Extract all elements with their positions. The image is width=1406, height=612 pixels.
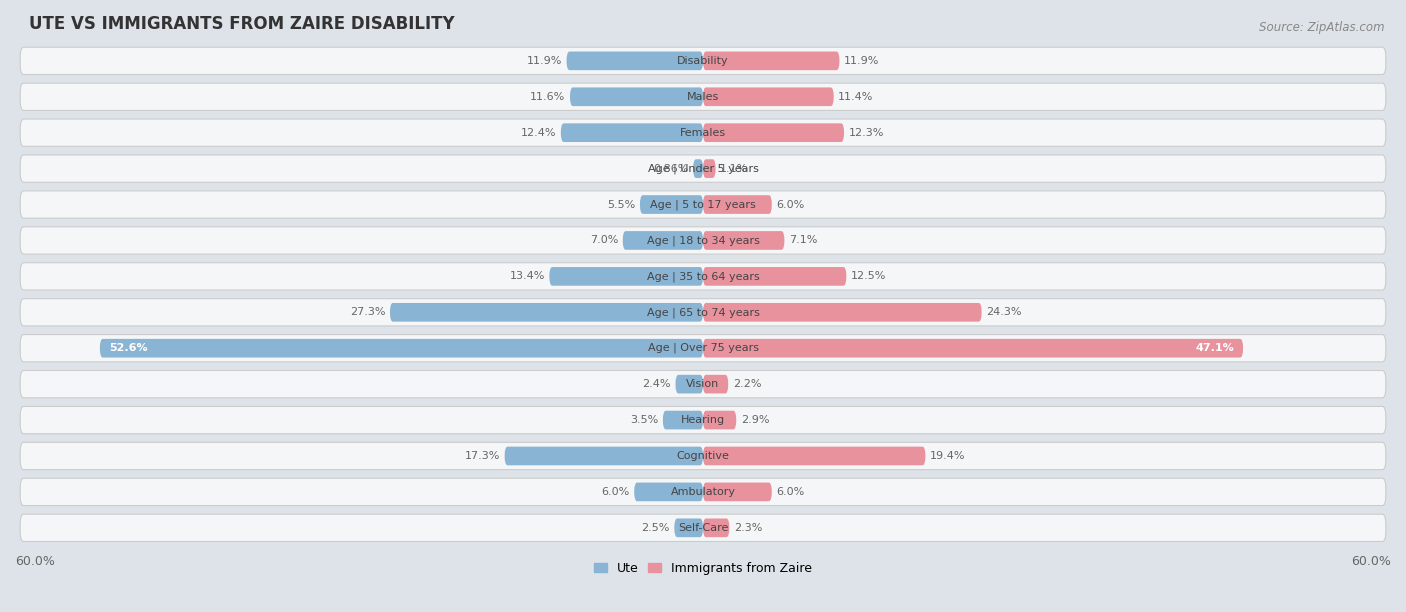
- FancyBboxPatch shape: [703, 518, 730, 537]
- FancyBboxPatch shape: [20, 442, 1386, 469]
- Text: 17.3%: 17.3%: [464, 451, 501, 461]
- FancyBboxPatch shape: [505, 447, 703, 465]
- FancyBboxPatch shape: [20, 47, 1386, 75]
- Text: 11.9%: 11.9%: [527, 56, 562, 66]
- Text: Ambulatory: Ambulatory: [671, 487, 735, 497]
- FancyBboxPatch shape: [703, 411, 737, 430]
- Text: Source: ZipAtlas.com: Source: ZipAtlas.com: [1260, 21, 1385, 34]
- Text: Age | Under 5 years: Age | Under 5 years: [648, 163, 758, 174]
- FancyBboxPatch shape: [20, 370, 1386, 398]
- FancyBboxPatch shape: [561, 124, 703, 142]
- Text: Males: Males: [688, 92, 718, 102]
- Text: 47.1%: 47.1%: [1195, 343, 1234, 353]
- Text: 12.3%: 12.3%: [849, 128, 884, 138]
- FancyBboxPatch shape: [703, 267, 846, 286]
- FancyBboxPatch shape: [640, 195, 703, 214]
- FancyBboxPatch shape: [20, 83, 1386, 110]
- Text: 2.9%: 2.9%: [741, 415, 769, 425]
- Text: 12.5%: 12.5%: [851, 271, 886, 282]
- Text: Age | 5 to 17 years: Age | 5 to 17 years: [650, 200, 756, 210]
- FancyBboxPatch shape: [20, 335, 1386, 362]
- Text: 2.5%: 2.5%: [641, 523, 669, 533]
- Text: 11.9%: 11.9%: [844, 56, 879, 66]
- Text: 5.5%: 5.5%: [607, 200, 636, 209]
- Text: 6.0%: 6.0%: [602, 487, 630, 497]
- FancyBboxPatch shape: [703, 124, 844, 142]
- FancyBboxPatch shape: [20, 299, 1386, 326]
- Text: 2.4%: 2.4%: [643, 379, 671, 389]
- FancyBboxPatch shape: [569, 88, 703, 106]
- FancyBboxPatch shape: [675, 518, 703, 537]
- Text: 13.4%: 13.4%: [509, 271, 544, 282]
- FancyBboxPatch shape: [20, 406, 1386, 434]
- Text: 6.0%: 6.0%: [776, 200, 804, 209]
- Text: 60.0%: 60.0%: [15, 554, 55, 568]
- Text: 6.0%: 6.0%: [776, 487, 804, 497]
- Text: 7.1%: 7.1%: [789, 236, 817, 245]
- Text: Hearing: Hearing: [681, 415, 725, 425]
- Text: 24.3%: 24.3%: [986, 307, 1022, 317]
- FancyBboxPatch shape: [703, 303, 981, 322]
- FancyBboxPatch shape: [20, 478, 1386, 506]
- Text: 7.0%: 7.0%: [589, 236, 619, 245]
- Text: 12.4%: 12.4%: [520, 128, 557, 138]
- Text: Age | 35 to 64 years: Age | 35 to 64 years: [647, 271, 759, 282]
- Text: Age | 65 to 74 years: Age | 65 to 74 years: [647, 307, 759, 318]
- FancyBboxPatch shape: [20, 227, 1386, 254]
- FancyBboxPatch shape: [703, 339, 1243, 357]
- Text: Age | Over 75 years: Age | Over 75 years: [648, 343, 758, 354]
- Text: 1.1%: 1.1%: [720, 163, 748, 174]
- Text: 11.6%: 11.6%: [530, 92, 565, 102]
- FancyBboxPatch shape: [703, 159, 716, 178]
- Text: Females: Females: [681, 128, 725, 138]
- Text: 2.2%: 2.2%: [733, 379, 761, 389]
- FancyBboxPatch shape: [703, 447, 925, 465]
- FancyBboxPatch shape: [662, 411, 703, 430]
- FancyBboxPatch shape: [20, 263, 1386, 290]
- Text: Disability: Disability: [678, 56, 728, 66]
- Text: UTE VS IMMIGRANTS FROM ZAIRE DISABILITY: UTE VS IMMIGRANTS FROM ZAIRE DISABILITY: [28, 15, 454, 33]
- FancyBboxPatch shape: [703, 375, 728, 394]
- Text: Age | 18 to 34 years: Age | 18 to 34 years: [647, 235, 759, 245]
- Text: 0.86%: 0.86%: [654, 163, 689, 174]
- Text: Vision: Vision: [686, 379, 720, 389]
- FancyBboxPatch shape: [675, 375, 703, 394]
- Text: 52.6%: 52.6%: [110, 343, 148, 353]
- FancyBboxPatch shape: [100, 339, 703, 357]
- FancyBboxPatch shape: [550, 267, 703, 286]
- FancyBboxPatch shape: [389, 303, 703, 322]
- FancyBboxPatch shape: [703, 231, 785, 250]
- FancyBboxPatch shape: [20, 191, 1386, 218]
- FancyBboxPatch shape: [703, 51, 839, 70]
- FancyBboxPatch shape: [567, 51, 703, 70]
- FancyBboxPatch shape: [693, 159, 703, 178]
- FancyBboxPatch shape: [20, 119, 1386, 146]
- FancyBboxPatch shape: [623, 231, 703, 250]
- Legend: Ute, Immigrants from Zaire: Ute, Immigrants from Zaire: [595, 562, 811, 575]
- FancyBboxPatch shape: [703, 483, 772, 501]
- Text: Cognitive: Cognitive: [676, 451, 730, 461]
- Text: 2.3%: 2.3%: [734, 523, 762, 533]
- FancyBboxPatch shape: [20, 514, 1386, 542]
- FancyBboxPatch shape: [20, 155, 1386, 182]
- FancyBboxPatch shape: [703, 195, 772, 214]
- FancyBboxPatch shape: [634, 483, 703, 501]
- Text: 19.4%: 19.4%: [929, 451, 966, 461]
- FancyBboxPatch shape: [703, 88, 834, 106]
- Text: 3.5%: 3.5%: [630, 415, 658, 425]
- Text: 60.0%: 60.0%: [1351, 554, 1391, 568]
- Text: Self-Care: Self-Care: [678, 523, 728, 533]
- Text: 27.3%: 27.3%: [350, 307, 385, 317]
- Text: 11.4%: 11.4%: [838, 92, 873, 102]
